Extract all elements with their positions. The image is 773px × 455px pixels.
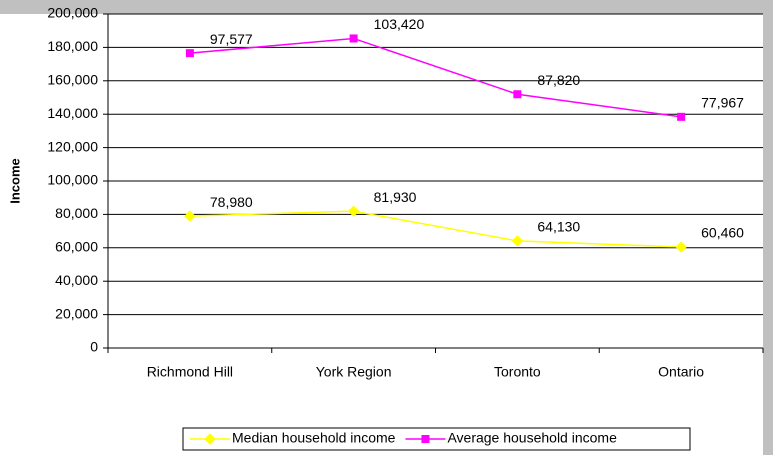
legend-label: Average household income xyxy=(447,430,617,446)
y-tick-label: 40,000 xyxy=(55,272,98,288)
y-tick-label: 180,000 xyxy=(47,38,98,54)
point-marker xyxy=(184,210,196,222)
point-marker xyxy=(513,90,522,99)
y-tick-label: 200,000 xyxy=(47,5,98,21)
y-tick-label: 60,000 xyxy=(55,239,98,255)
point-marker xyxy=(185,49,194,58)
x-tick-label: Toronto xyxy=(494,364,541,380)
y-tick-label: 120,000 xyxy=(47,138,98,154)
point-marker xyxy=(204,433,216,445)
series-line xyxy=(189,37,682,118)
legend-label: Median household income xyxy=(232,430,396,446)
data-label: 78,980 xyxy=(210,194,253,210)
series-line xyxy=(189,210,682,248)
data-label: 97,577 xyxy=(210,31,253,47)
data-label: 81,930 xyxy=(374,189,417,205)
point-marker xyxy=(349,34,358,43)
y-tick-label: 100,000 xyxy=(47,172,98,188)
point-marker xyxy=(511,235,524,247)
x-tick-label: York Region xyxy=(316,364,392,380)
point-marker xyxy=(347,205,360,217)
chart-area xyxy=(0,14,763,455)
data-label: 60,460 xyxy=(701,225,744,241)
x-tick-label: Richmond Hill xyxy=(147,364,233,380)
y-tick-label: 20,000 xyxy=(55,305,98,321)
y-tick-label: 0 xyxy=(90,339,98,355)
point-marker xyxy=(421,435,430,443)
point-marker xyxy=(675,241,687,253)
data-label: 87,820 xyxy=(537,72,580,88)
point-marker xyxy=(677,112,686,121)
y-tick-label: 80,000 xyxy=(55,205,98,221)
x-tick-label: Ontario xyxy=(658,364,704,380)
data-label: 64,130 xyxy=(537,219,580,235)
y-axis-title: Income xyxy=(7,158,22,204)
y-tick-label: 140,000 xyxy=(47,105,98,121)
data-label: 103,420 xyxy=(374,16,425,32)
data-label: 77,967 xyxy=(701,95,744,111)
y-tick-label: 160,000 xyxy=(47,72,98,88)
